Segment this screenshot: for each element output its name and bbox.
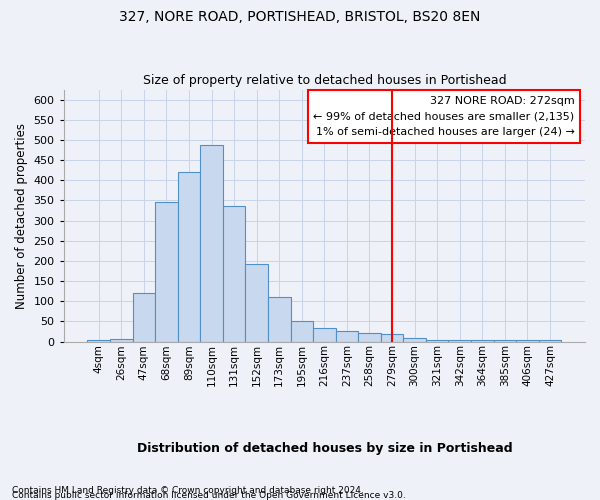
- Bar: [448, 340, 471, 342]
- Bar: [313, 328, 335, 342]
- Bar: [426, 340, 448, 342]
- Bar: [381, 334, 403, 342]
- Text: 327, NORE ROAD, PORTISHEAD, BRISTOL, BS20 8EN: 327, NORE ROAD, PORTISHEAD, BRISTOL, BS2…: [119, 10, 481, 24]
- Bar: [471, 340, 494, 342]
- Text: Contains HM Land Registry data © Crown copyright and database right 2024.: Contains HM Land Registry data © Crown c…: [12, 486, 364, 495]
- Bar: [200, 145, 223, 342]
- Bar: [268, 297, 290, 342]
- Bar: [223, 206, 245, 342]
- Text: 327 NORE ROAD: 272sqm
← 99% of detached houses are smaller (2,135)
1% of semi-de: 327 NORE ROAD: 272sqm ← 99% of detached …: [313, 96, 575, 137]
- Bar: [290, 322, 313, 342]
- X-axis label: Distribution of detached houses by size in Portishead: Distribution of detached houses by size …: [137, 442, 512, 455]
- Bar: [494, 340, 516, 342]
- Bar: [358, 334, 381, 342]
- Bar: [178, 172, 200, 342]
- Bar: [110, 338, 133, 342]
- Bar: [539, 340, 562, 342]
- Title: Size of property relative to detached houses in Portishead: Size of property relative to detached ho…: [143, 74, 506, 87]
- Bar: [155, 202, 178, 342]
- Y-axis label: Number of detached properties: Number of detached properties: [15, 122, 28, 308]
- Bar: [516, 340, 539, 342]
- Bar: [403, 338, 426, 342]
- Bar: [133, 293, 155, 342]
- Bar: [88, 340, 110, 342]
- Text: Contains public sector information licensed under the Open Government Licence v3: Contains public sector information licen…: [12, 491, 406, 500]
- Bar: [335, 331, 358, 342]
- Bar: [245, 264, 268, 342]
